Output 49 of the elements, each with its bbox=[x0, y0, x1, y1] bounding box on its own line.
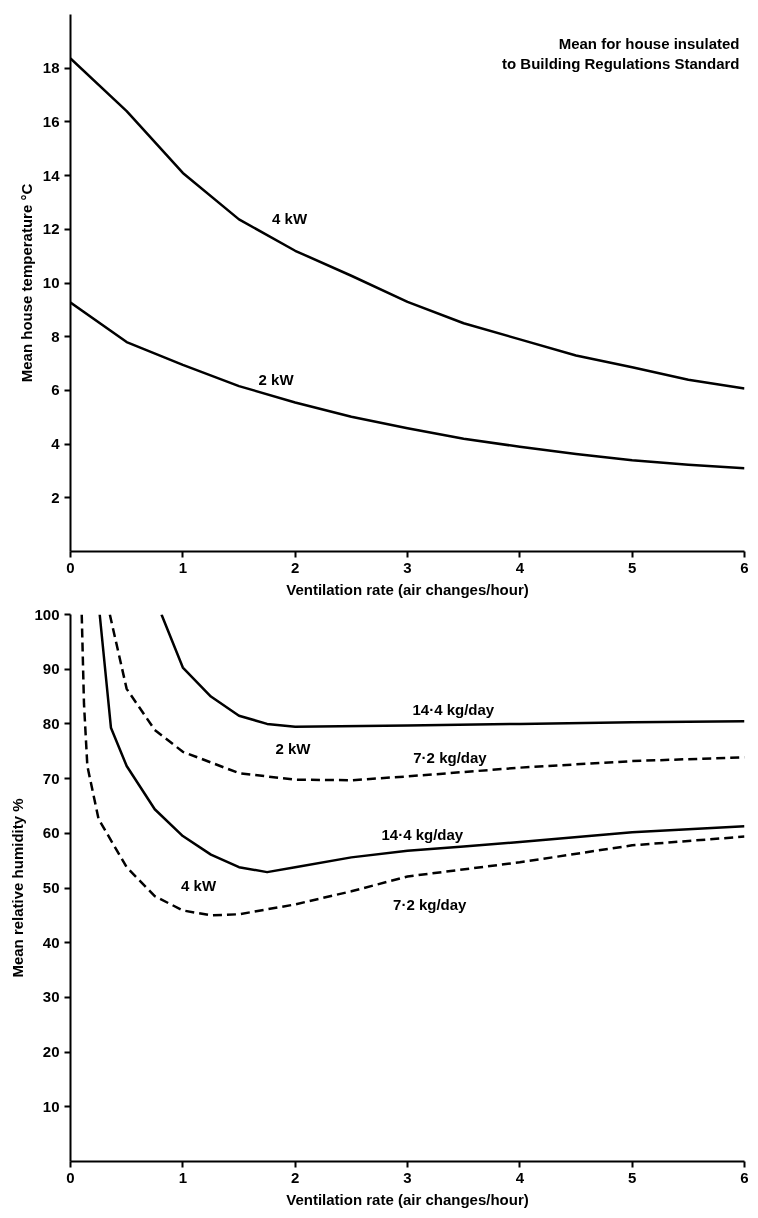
y-tick-label: 10 bbox=[42, 274, 60, 291]
y-tick-label: 70 bbox=[42, 769, 60, 787]
y-tick-label: 12 bbox=[42, 220, 60, 238]
line-series bbox=[98, 614, 745, 874]
y-tick-label: 10 bbox=[42, 1097, 60, 1115]
x-tick-label: 6 bbox=[740, 558, 749, 576]
annotation: 14·4 kg/day bbox=[412, 700, 495, 718]
x-tick-label: 2 bbox=[291, 558, 300, 576]
annotation: 2 kW bbox=[275, 740, 312, 758]
y-tick-label: 2 bbox=[51, 488, 60, 506]
y-axis-title: Mean house temperature °C bbox=[17, 183, 35, 383]
y-tick-label: 60 bbox=[42, 824, 60, 842]
annotation: 2 kW bbox=[258, 371, 295, 389]
x-tick-label: 3 bbox=[403, 1168, 412, 1186]
x-tick-label: 5 bbox=[628, 1168, 637, 1186]
y-tick-label: 90 bbox=[42, 660, 60, 678]
annotation: 7·2 kg/day bbox=[393, 895, 468, 913]
x-tick-label: 0 bbox=[66, 558, 75, 576]
y-axis-title: Mean relative humidity % bbox=[9, 798, 27, 978]
x-axis-title: Ventilation rate (air changes/hour) bbox=[286, 580, 529, 598]
y-tick-label: 20 bbox=[42, 1043, 60, 1061]
x-tick-label: 5 bbox=[628, 558, 637, 576]
y-tick-label: 4 bbox=[51, 435, 61, 453]
y-tick-label: 30 bbox=[42, 988, 60, 1006]
y-tick-label: 6 bbox=[51, 381, 60, 399]
y-tick-label: 16 bbox=[42, 112, 60, 130]
annotation: 4 kW bbox=[181, 876, 217, 894]
x-tick-label: 3 bbox=[403, 558, 412, 576]
y-tick-label: 100 bbox=[34, 605, 60, 623]
y-tick-label: 50 bbox=[42, 879, 60, 896]
x-tick-label: 4 bbox=[515, 558, 525, 576]
x-tick-label: 4 bbox=[515, 1168, 525, 1186]
annotation: 7·2 kg/day bbox=[413, 749, 488, 767]
line-series bbox=[160, 614, 745, 728]
line-series bbox=[80, 614, 745, 917]
x-tick-label: 0 bbox=[66, 1168, 75, 1186]
annotation: Mean for house insulated to Building Regulations Standard bbox=[502, 34, 740, 72]
annotation: 14·4 kg/day bbox=[381, 825, 464, 843]
x-tick-label: 6 bbox=[740, 1168, 749, 1186]
y-tick-label: 8 bbox=[51, 327, 60, 345]
x-tick-label: 2 bbox=[291, 1168, 300, 1186]
y-tick-label: 18 bbox=[42, 59, 60, 77]
x-axis-title: Ventilation rate (air changes/hour) bbox=[286, 1190, 529, 1208]
y-tick-label: 80 bbox=[42, 714, 60, 732]
annotation: 4 kW bbox=[272, 210, 308, 228]
y-tick-label: 14 bbox=[42, 166, 61, 184]
x-tick-label: 1 bbox=[178, 1168, 188, 1186]
y-tick-label: 40 bbox=[42, 933, 60, 951]
x-tick-label: 1 bbox=[178, 558, 188, 576]
